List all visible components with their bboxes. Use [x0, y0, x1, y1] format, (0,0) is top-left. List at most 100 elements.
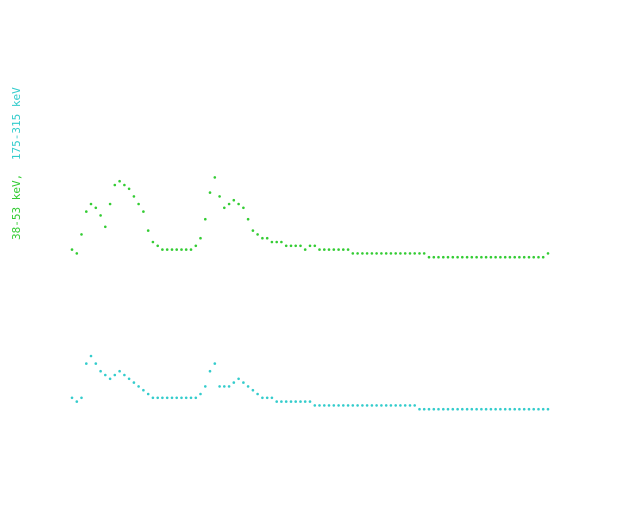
- data-point: [175, 396, 178, 400]
- data-point: [151, 396, 155, 400]
- data-point: [446, 255, 450, 259]
- data-point: [422, 407, 426, 411]
- data-point: [418, 407, 421, 411]
- data-point: [532, 255, 535, 259]
- data-point: [170, 248, 174, 251]
- data-point: [437, 407, 440, 411]
- data-point: [261, 396, 264, 400]
- data-point: [184, 248, 188, 251]
- data-point: [356, 404, 359, 407]
- data-point: [389, 404, 393, 407]
- data-point: [437, 255, 440, 259]
- data-point: [75, 252, 79, 255]
- data-point: [142, 210, 145, 213]
- data-point: [303, 400, 307, 403]
- data-point: [70, 248, 74, 251]
- data-point: [99, 369, 102, 373]
- data-point: [546, 407, 550, 411]
- data-point: [465, 255, 469, 259]
- data-point: [470, 255, 474, 259]
- data-point: [94, 362, 98, 365]
- data-point: [337, 248, 340, 251]
- y-axis-label: 38-53 keV, 175-315 keV: [10, 87, 23, 240]
- y-label-part-1: 38-53 keV,: [10, 174, 23, 240]
- data-point: [408, 252, 412, 255]
- data-point: [299, 244, 302, 248]
- data-point: [418, 252, 421, 255]
- data-point: [99, 214, 102, 217]
- data-point: [70, 396, 74, 400]
- data-point: [361, 252, 364, 255]
- data-point: [132, 381, 136, 384]
- data-point: [489, 407, 493, 411]
- data-point: [480, 407, 483, 411]
- data-point: [399, 252, 402, 255]
- data-point: [204, 217, 207, 221]
- data-point: [508, 255, 512, 259]
- data-point: [251, 229, 255, 232]
- data-point: [546, 252, 550, 255]
- data-point: [294, 244, 298, 248]
- data-point: [323, 248, 326, 251]
- data-point: [394, 404, 398, 407]
- data-point: [503, 407, 507, 411]
- data-point: [146, 392, 150, 396]
- data-point: [199, 236, 202, 240]
- data-point: [323, 404, 326, 407]
- data-point: [227, 385, 231, 388]
- data-point: [494, 255, 497, 259]
- data-point: [318, 248, 321, 251]
- data-point: [470, 407, 474, 411]
- data-point: [289, 244, 293, 248]
- data-point: [380, 404, 383, 407]
- data-point: [461, 255, 464, 259]
- data-point: [189, 248, 193, 251]
- data-point: [108, 202, 112, 206]
- data-point: [313, 404, 317, 407]
- data-point: [237, 377, 240, 381]
- data-point: [351, 252, 355, 255]
- data-point: [361, 404, 364, 407]
- data-point: [342, 404, 345, 407]
- data-point: [365, 252, 369, 255]
- data-point: [327, 404, 331, 407]
- data-point: [461, 407, 464, 411]
- data-point: [80, 396, 83, 400]
- data-point: [132, 195, 136, 198]
- data-point: [118, 179, 121, 183]
- data-point: [422, 252, 426, 255]
- data-point: [318, 404, 321, 407]
- y-label-part-2: 175-315 keV: [10, 87, 23, 160]
- data-point: [518, 255, 521, 259]
- data-point: [256, 233, 259, 236]
- data-point: [522, 255, 526, 259]
- data-point: [299, 400, 302, 403]
- data-point: [175, 248, 178, 251]
- data-point: [427, 407, 431, 411]
- data-point: [242, 206, 245, 210]
- data-point: [503, 255, 507, 259]
- data-point: [451, 255, 455, 259]
- data-point: [265, 396, 269, 400]
- data-point: [113, 373, 117, 377]
- data-point: [213, 362, 217, 365]
- data-point: [246, 385, 250, 388]
- data-point: [403, 252, 407, 255]
- data-point: [380, 252, 383, 255]
- data-point: [199, 392, 202, 396]
- data-point: [303, 248, 307, 251]
- data-point: [127, 377, 131, 381]
- data-point: [327, 248, 331, 251]
- data-point: [104, 373, 107, 377]
- data-point: [151, 240, 155, 244]
- data-point: [256, 392, 259, 396]
- data-point: [489, 255, 493, 259]
- data-point: [280, 400, 283, 403]
- data-point: [513, 407, 516, 411]
- series-2: [70, 354, 550, 411]
- data-point: [365, 404, 369, 407]
- data-point: [123, 373, 126, 377]
- data-point: [308, 400, 312, 403]
- data-point: [194, 244, 198, 248]
- data-point: [527, 255, 531, 259]
